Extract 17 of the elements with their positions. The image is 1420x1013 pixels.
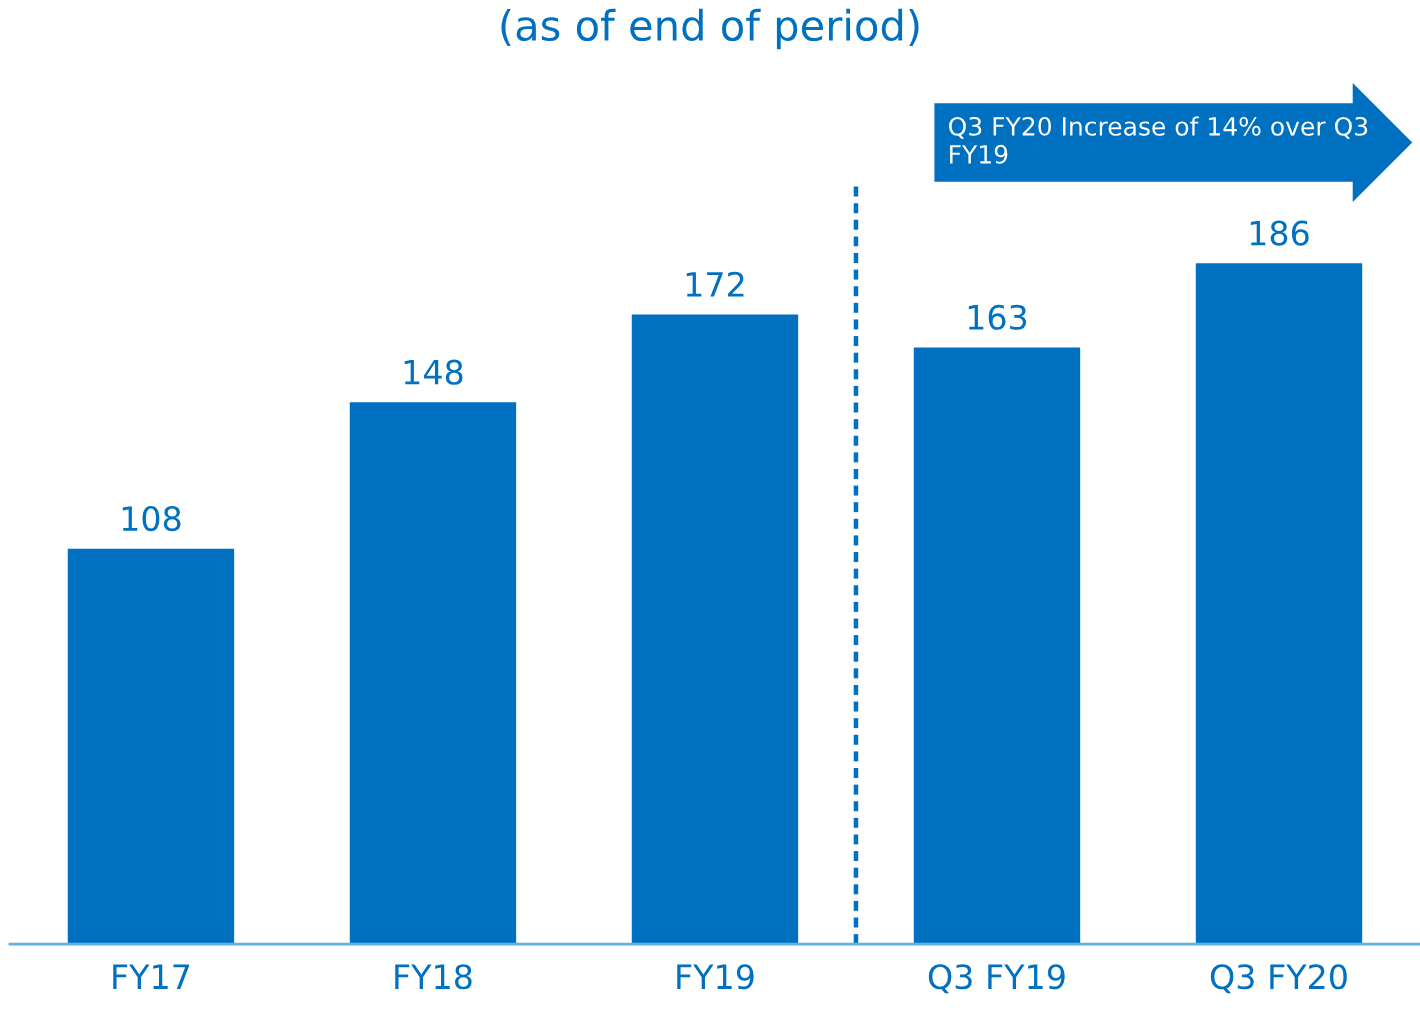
chart-subtitle: (as of end of period) (501, 8, 919, 50)
x-tick-label: FY19 (677, 964, 754, 990)
bar (67, 548, 235, 945)
text: Q3 FY20 Increase of 14% over Q3 FY19 (949, 116, 1368, 164)
data-label: 186 (1250, 220, 1309, 246)
x-tick-label: Q3 FY19 (928, 964, 1065, 994)
bar (631, 314, 799, 945)
data-label: 108 (122, 505, 181, 532)
x-tick-label: FY18 (395, 964, 472, 990)
data-label: 148 (404, 359, 463, 385)
data-label: 172 (686, 271, 744, 297)
bar (913, 347, 1081, 945)
bar (1195, 263, 1363, 945)
x-tick-label: Q3 FY20 (1210, 964, 1347, 994)
data-label: 163 (968, 304, 1027, 330)
bar (349, 402, 517, 945)
x-tick-label: FY17 (113, 964, 190, 989)
